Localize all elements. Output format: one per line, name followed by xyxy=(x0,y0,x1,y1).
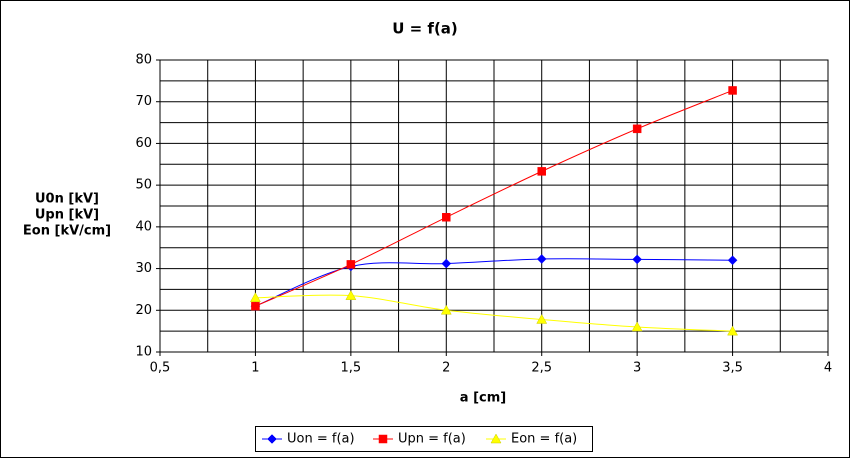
marker xyxy=(728,86,737,95)
marker xyxy=(441,258,452,269)
marker xyxy=(727,325,738,336)
y-tick-label: 70 xyxy=(135,94,152,109)
x-tick-label: 1,5 xyxy=(341,361,362,376)
marker xyxy=(267,434,277,444)
marker xyxy=(537,167,546,176)
marker xyxy=(631,321,643,332)
marker xyxy=(632,254,642,265)
plot-border xyxy=(159,59,829,353)
marker xyxy=(250,292,261,303)
series-line xyxy=(255,258,733,307)
marker xyxy=(346,260,356,269)
marker xyxy=(536,254,547,264)
y-tick-label: 20 xyxy=(135,303,152,318)
legend-label: Eon = f(a) xyxy=(511,432,577,447)
y-axis-label: U0n [kV] xyxy=(35,192,99,207)
marker xyxy=(251,301,260,311)
series-line xyxy=(255,89,733,307)
legend-box xyxy=(255,426,593,452)
marker xyxy=(442,213,451,222)
legend-label: Upn = f(a) xyxy=(398,432,466,447)
x-tick-label: 4 xyxy=(824,361,832,376)
marker xyxy=(536,313,548,324)
x-tick-label: 1 xyxy=(251,361,259,376)
x-tick-label: 3,5 xyxy=(722,361,743,376)
chart-title: U = f(a) xyxy=(392,20,458,38)
y-tick-label: 80 xyxy=(135,53,152,68)
series-line xyxy=(255,294,733,332)
marker xyxy=(345,290,357,300)
marker xyxy=(490,433,502,444)
x-tick-label: 0,5 xyxy=(150,361,171,376)
y-tick-label: 50 xyxy=(135,178,152,193)
x-tick-label: 2 xyxy=(442,361,450,376)
y-axis-label: Eon [kV/cm] xyxy=(23,224,111,239)
y-axis-label: Upn [kV] xyxy=(35,208,99,223)
y-tick-label: 10 xyxy=(135,345,152,360)
marker xyxy=(632,124,642,134)
marker xyxy=(440,304,452,315)
x-tick-label: 3 xyxy=(633,361,641,376)
x-tick-label: 2,5 xyxy=(531,361,552,376)
marker xyxy=(727,255,738,266)
y-tick-label: 40 xyxy=(135,219,152,234)
y-tick-label: 60 xyxy=(135,136,152,151)
y-tick-label: 30 xyxy=(135,261,152,276)
marker xyxy=(378,434,388,444)
legend-label: Uon = f(a) xyxy=(287,432,355,447)
x-axis-label: a [cm] xyxy=(460,391,506,406)
